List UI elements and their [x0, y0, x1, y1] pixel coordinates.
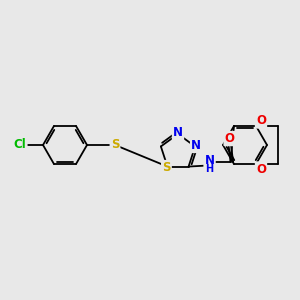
- Text: N: N: [191, 139, 201, 152]
- Text: N: N: [205, 154, 214, 167]
- Text: O: O: [256, 114, 266, 128]
- Text: S: S: [162, 161, 171, 174]
- Text: S: S: [111, 139, 119, 152]
- Text: N: N: [173, 127, 183, 140]
- Text: Cl: Cl: [14, 139, 26, 152]
- Text: O: O: [256, 163, 266, 176]
- Text: H: H: [206, 164, 214, 174]
- Text: O: O: [225, 132, 235, 145]
